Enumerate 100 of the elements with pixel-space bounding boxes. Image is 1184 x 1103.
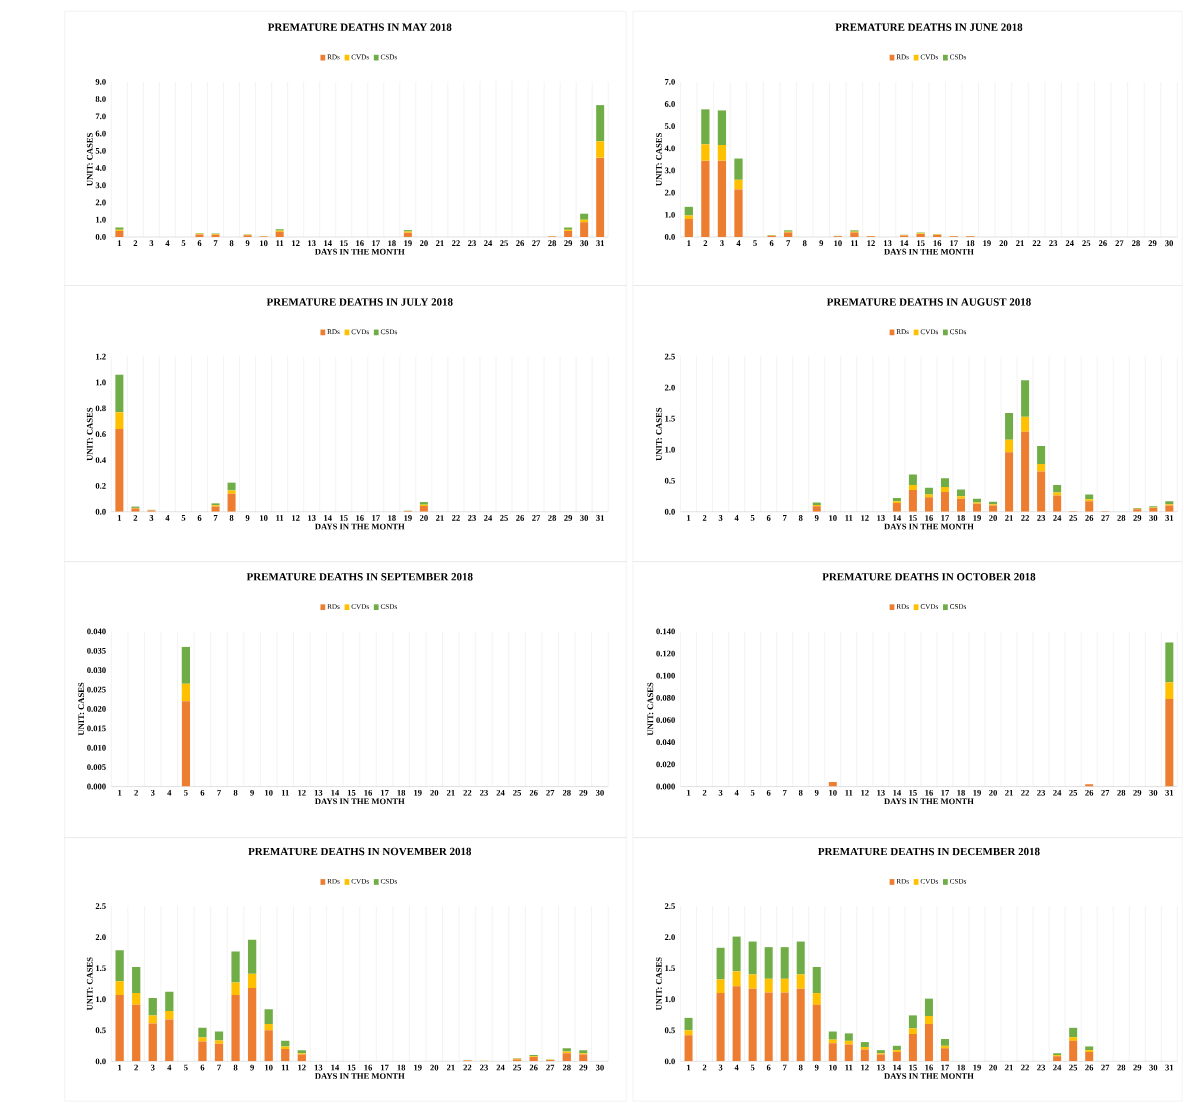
x-tick-label: 29 [564, 240, 573, 247]
x-tick-label: 14 [331, 1064, 340, 1071]
y-tick-label: 1.0 [665, 996, 675, 1003]
x-tick-label: 24 [484, 240, 493, 246]
x-tick-label: 14 [900, 240, 909, 246]
x-tick-label: 17 [941, 515, 950, 521]
x-tick-label: 28 [1117, 789, 1126, 796]
x-tick-label: 9 [245, 515, 250, 521]
x-tick-label: 4 [736, 240, 741, 246]
x-tick-label: 29 [1148, 240, 1157, 247]
x-tick-label: 17 [372, 515, 380, 521]
x-tick-label: 7 [217, 789, 221, 796]
x-tick-label: 3 [718, 789, 723, 796]
y-tick-label: 0.6 [95, 431, 106, 438]
x-tick-label: 16 [925, 1064, 933, 1071]
x-tick-label: 25 [1082, 240, 1091, 247]
x-tick-label: 18 [966, 240, 975, 247]
x-tick-label: 17 [941, 1064, 950, 1071]
x-tick-label: 11 [851, 240, 859, 246]
y-tick-label: 3.0 [95, 182, 106, 189]
y-tick-label: 2.5 [95, 903, 106, 910]
x-tick-label: 6 [766, 515, 771, 521]
x-tick-label: 4 [167, 1064, 172, 1071]
y-axis-title: UNIT: CASES [86, 407, 93, 461]
x-tick-label: 19 [973, 789, 981, 796]
x-tick-label: 5 [750, 1064, 755, 1071]
x-axis-title: DAYS IN THE MONTH [884, 523, 974, 530]
x-tick-label: 8 [229, 515, 234, 521]
x-tick-label: 24 [1065, 240, 1074, 246]
x-tick-label: 6 [766, 789, 771, 796]
x-tick-label: 8 [798, 1064, 803, 1071]
x-tick-label: 28 [548, 240, 557, 247]
x-tick-label: 8 [233, 1064, 238, 1071]
x-tick-label: 15 [909, 789, 917, 796]
x-tick-label: 9 [814, 789, 819, 796]
y-axis-title: UNIT: CASES [656, 407, 662, 461]
y-tick-label: 0.030 [87, 667, 106, 674]
x-tick-label: 3 [720, 240, 724, 247]
x-tick-label: 21 [446, 1064, 455, 1071]
x-tick-label: 10 [829, 789, 837, 796]
x-tick-label: 31 [1165, 1064, 1174, 1071]
x-tick-label: 2 [134, 789, 138, 796]
y-tick-label: 8.0 [95, 96, 106, 102]
y-tick-label: 0.005 [87, 764, 106, 770]
x-tick-label: 13 [314, 1064, 323, 1071]
y-tick-label: 2.0 [664, 189, 675, 196]
x-axis-title: DAYS IN THE MONTH [314, 1073, 405, 1079]
x-tick-label: 2 [702, 1064, 707, 1071]
x-tick-label: 12 [861, 515, 869, 521]
x-tick-label: 5 [750, 515, 755, 521]
x-tick-label: 1 [117, 515, 122, 521]
x-tick-label: 30 [595, 1064, 604, 1071]
x-tick-label: 20 [430, 789, 439, 796]
x-tick-label: 5 [184, 789, 188, 796]
x-tick-label: 17 [941, 789, 950, 796]
x-tick-label: 9 [814, 1064, 819, 1071]
y-tick-label: 0.5 [664, 477, 675, 484]
x-tick-label: 27 [532, 240, 541, 246]
x-tick-label: 16 [364, 1064, 373, 1071]
x-tick-label: 3 [718, 515, 723, 521]
x-tick-label: 6 [769, 240, 774, 247]
x-tick-label: 25 [500, 240, 508, 247]
x-tick-label: 5 [181, 240, 186, 246]
y-tick-label: 1.2 [96, 353, 106, 360]
x-tick-label: 15 [909, 515, 917, 521]
x-tick-label: 19 [404, 515, 412, 521]
x-tick-label: 14 [893, 789, 901, 796]
x-tick-label: 13 [877, 789, 885, 796]
x-tick-label: 23 [1037, 515, 1046, 521]
x-tick-label: 8 [229, 240, 234, 247]
x-tick-label: 9 [814, 515, 819, 521]
x-tick-label: 27 [1101, 1064, 1110, 1071]
x-tick-label: 25 [500, 515, 508, 521]
x-tick-label: 19 [404, 240, 412, 247]
x-tick-label: 10 [260, 515, 268, 521]
x-tick-label: 31 [1165, 789, 1174, 796]
y-tick-label: 0.020 [87, 706, 106, 712]
x-tick-label: 5 [184, 1064, 188, 1071]
x-tick-label: 16 [925, 515, 933, 521]
x-tick-label: 19 [973, 515, 981, 521]
x-tick-label: 6 [197, 515, 202, 521]
x-tick-label: 12 [867, 240, 875, 246]
x-tick-label: 13 [308, 515, 316, 521]
chart-title: PREMATURE DEATHS IN MAY 2018 [267, 23, 452, 31]
x-tick-label: 8 [798, 515, 803, 521]
x-tick-label: 6 [197, 240, 202, 247]
chart-title: PREMATURE DEATHS IN NOVEMBER 2018 [248, 847, 472, 856]
x-tick-label: 21 [1005, 1064, 1013, 1071]
y-tick-label: 1.0 [665, 446, 675, 453]
y-tick-label: 1.0 [96, 216, 106, 223]
y-tick-label: 0.040 [87, 628, 106, 635]
x-tick-label: 1 [687, 515, 691, 521]
x-tick-label: 18 [957, 515, 965, 521]
x-tick-label: 26 [1098, 240, 1107, 247]
x-tick-label: 28 [1117, 1064, 1126, 1071]
y-tick-label: 1.0 [96, 996, 106, 1003]
x-tick-label: 26 [1085, 789, 1094, 796]
x-tick-label: 25 [513, 789, 522, 796]
x-tick-label: 6 [200, 1064, 205, 1071]
x-tick-label: 26 [516, 515, 525, 521]
